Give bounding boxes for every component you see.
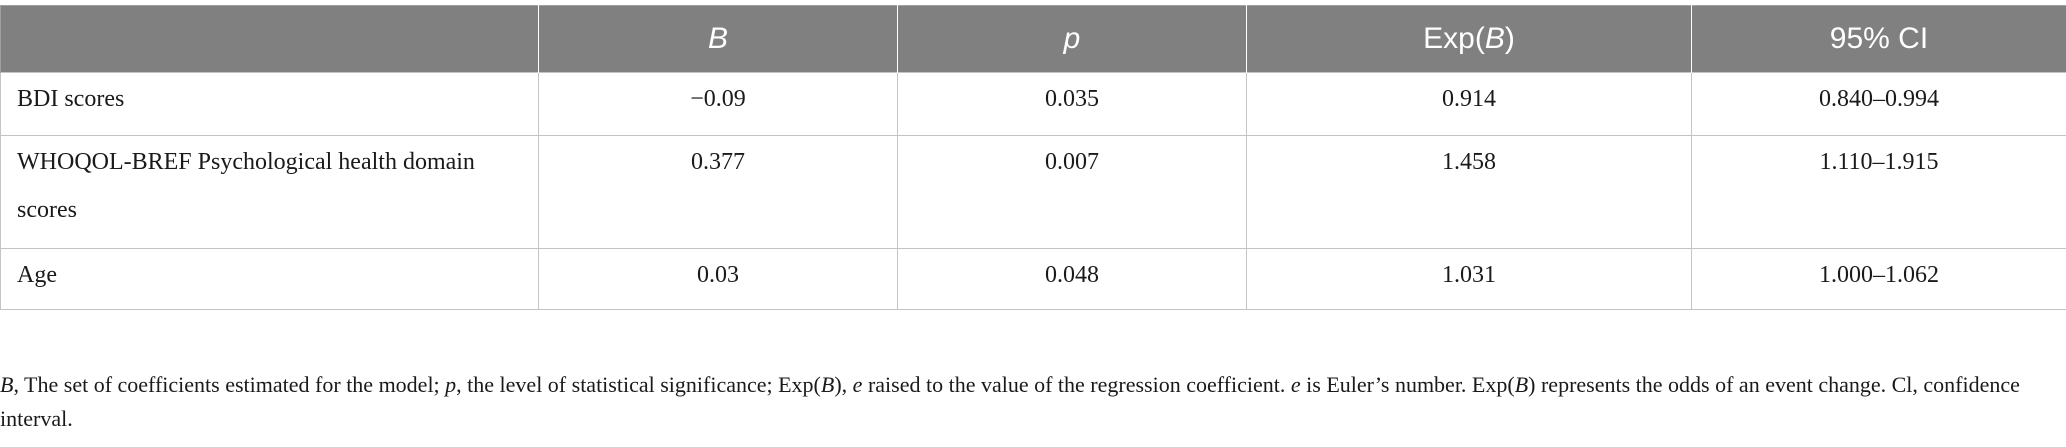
table-footnote: B, The set of coefficients estimated for… xyxy=(0,372,2020,431)
cell-ci: 1.000–1.062 xyxy=(1691,248,2066,310)
header-p: p xyxy=(897,5,1247,73)
cell-b: 0.03 xyxy=(538,248,898,310)
table-header-row: B p Exp(B) 95% CI xyxy=(0,5,2066,73)
table-row: Age 0.03 0.048 1.031 1.000–1.062 xyxy=(0,248,2066,310)
header-95-ci: 95% CI xyxy=(1691,5,2066,73)
header-b: B xyxy=(538,5,898,73)
table-row: WHOQOL-BREF Psychological health domain … xyxy=(0,135,2066,249)
regression-table-container: B p Exp(B) 95% CI BDI scores −0.09 0.035… xyxy=(0,5,2066,310)
table-row: BDI scores −0.09 0.035 0.914 0.840–0.994 xyxy=(0,72,2066,136)
cell-p: 0.035 xyxy=(897,72,1247,136)
cell-p: 0.048 xyxy=(897,248,1247,310)
row-label: BDI scores xyxy=(0,72,539,136)
regression-table: B p Exp(B) 95% CI BDI scores −0.09 0.035… xyxy=(0,5,2066,310)
cell-b: −0.09 xyxy=(538,72,898,136)
cell-b: 0.377 xyxy=(538,135,898,249)
row-label: Age xyxy=(0,248,539,310)
cell-ci: 0.840–0.994 xyxy=(1691,72,2066,136)
header-variable xyxy=(0,5,539,73)
cell-p: 0.007 xyxy=(897,135,1247,249)
row-label: WHOQOL-BREF Psychological health domain … xyxy=(0,135,539,249)
cell-ci: 1.110–1.915 xyxy=(1691,135,2066,249)
cell-exp-b: 0.914 xyxy=(1246,72,1692,136)
cell-exp-b: 1.458 xyxy=(1246,135,1692,249)
cell-exp-b: 1.031 xyxy=(1246,248,1692,310)
header-exp-b: Exp(B) xyxy=(1246,5,1692,73)
